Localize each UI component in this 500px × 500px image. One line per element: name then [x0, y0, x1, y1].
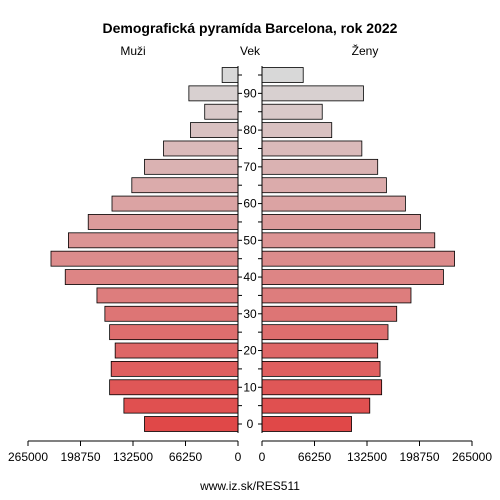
- men-bar: [109, 379, 239, 396]
- women-bar: [261, 158, 379, 175]
- men-bar: [144, 416, 239, 432]
- men-x-tick-label: 66250: [169, 450, 203, 464]
- men-bar: [96, 287, 239, 304]
- women-bar: [261, 250, 455, 267]
- women-bar: [261, 214, 421, 230]
- women-bar: [261, 140, 363, 157]
- women-bar: [261, 342, 379, 359]
- men-bar: [104, 305, 239, 322]
- age-tick-label: 0: [247, 417, 254, 431]
- women-x-tick-label: 265000: [452, 450, 492, 464]
- women-bar: [261, 195, 406, 212]
- women-bar: [261, 103, 323, 120]
- age-tick-label: 50: [243, 233, 257, 247]
- age-tick-label: 70: [243, 160, 257, 174]
- women-bar: [261, 379, 383, 396]
- men-bar: [163, 140, 239, 157]
- women-bar: [261, 397, 371, 414]
- men-x-tick-label: 0: [235, 450, 242, 464]
- age-tick-label: 30: [243, 307, 257, 321]
- age-tick-label: 90: [243, 86, 257, 100]
- women-bar: [261, 416, 352, 432]
- women-bar: [261, 232, 436, 249]
- men-bar: [109, 324, 239, 341]
- men-bar: [204, 103, 239, 120]
- women-label: Ženy: [352, 43, 379, 58]
- women-bar: [261, 305, 398, 322]
- footer-source: www.iz.sk/RES511: [199, 479, 300, 493]
- men-bars: [50, 67, 239, 432]
- women-bar: [261, 177, 387, 194]
- men-bar: [144, 158, 239, 175]
- men-bar: [114, 342, 239, 359]
- men-label: Muži: [120, 44, 145, 58]
- age-tick-label: 10: [243, 380, 257, 394]
- women-bars: [261, 67, 455, 432]
- men-bar: [123, 397, 239, 414]
- men-bar: [50, 250, 239, 267]
- women-bar: [261, 269, 444, 285]
- men-x-tick-label: 198750: [60, 450, 100, 464]
- women-bar: [261, 324, 389, 341]
- men-x-tick-label: 265000: [8, 450, 48, 464]
- men-bar: [64, 269, 239, 285]
- women-bar: [261, 287, 412, 304]
- men-bar: [110, 360, 239, 377]
- women-x-tick-label: 132500: [347, 450, 387, 464]
- men-x-tick-label: 132500: [113, 450, 153, 464]
- women-bar: [261, 85, 364, 102]
- men-bar: [111, 195, 239, 212]
- women-bar: [261, 122, 333, 139]
- men-bar: [188, 85, 239, 102]
- women-bar: [261, 360, 381, 377]
- age-tick-label: 80: [243, 123, 257, 137]
- age-label: Vek: [240, 44, 261, 58]
- men-bar: [87, 214, 239, 230]
- chart-title: Demografická pyramída Barcelona, rok 202…: [103, 20, 398, 36]
- women-bar: [261, 67, 304, 83]
- age-tick-label: 40: [243, 270, 257, 284]
- men-bar: [221, 67, 239, 83]
- age-tick-label: 20: [243, 344, 257, 358]
- men-bar: [131, 177, 239, 194]
- men-bar: [190, 122, 239, 139]
- axes: 0 10 20 30 40 50 60 70 80 90 265000 198750 132500 662…: [8, 66, 492, 464]
- women-x-tick-label: 66250: [298, 450, 332, 464]
- women-x-tick-label: 198750: [399, 450, 439, 464]
- men-bar: [68, 232, 239, 249]
- age-tick-label: 60: [243, 197, 257, 211]
- women-x-tick-label: 0: [259, 450, 266, 464]
